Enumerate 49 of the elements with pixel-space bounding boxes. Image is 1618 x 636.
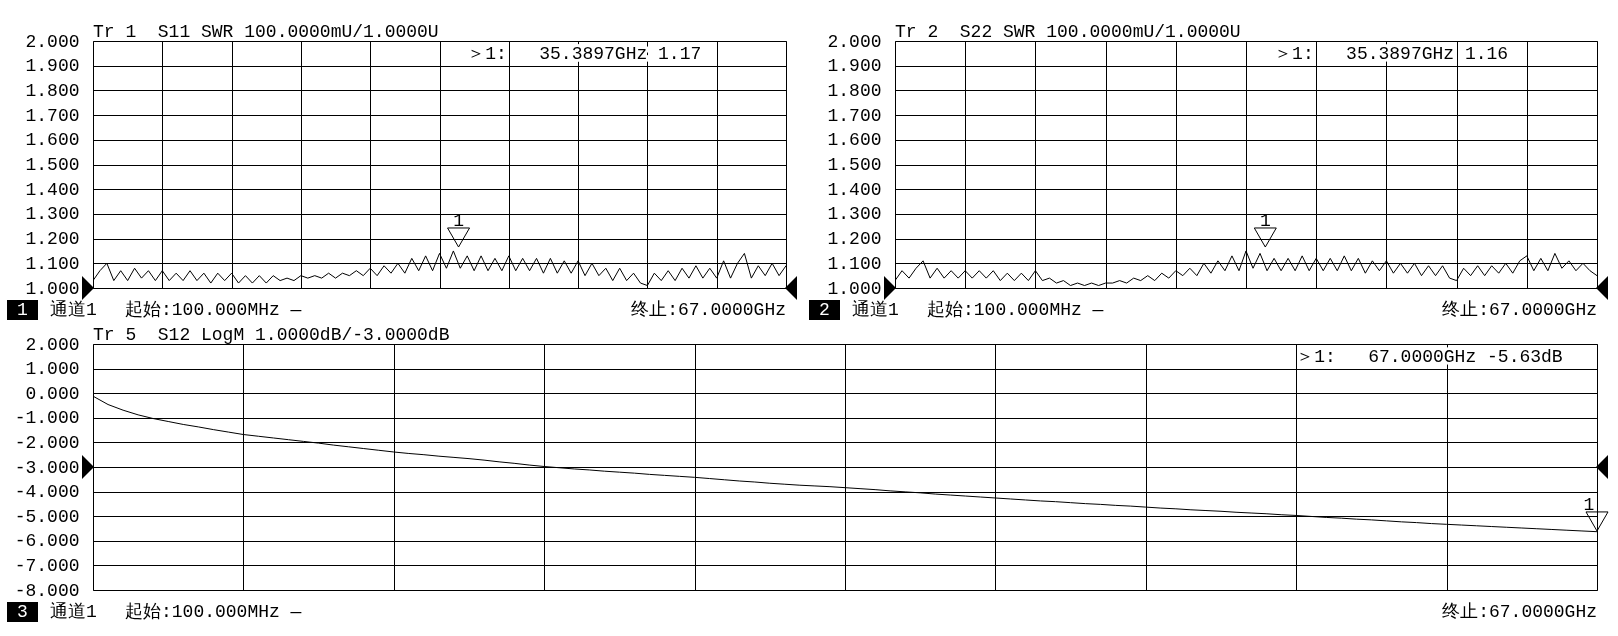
text: 3 [17,602,28,622]
y-tick-label: 1.000 [827,278,882,299]
y-tick-label: 2.000 [25,334,80,355]
y-tick-label: 1.600 [25,130,80,151]
text: 通道1 [50,300,97,320]
y-tick-label: -2.000 [14,432,80,453]
chart-title: Tr 5 S12 LogM 1.0000dB/-3.0000dB [93,325,450,345]
y-tick-label: 1.000 [25,278,80,299]
y-tick-label: -4.000 [14,482,80,503]
y-tick-label: 1.700 [25,105,80,126]
y-tick-label: 1.500 [25,155,80,175]
y-tick-label: 1.200 [827,229,882,250]
chart-title: Tr 1 S11 SWR 100.0000mU/1.0000U [93,22,439,42]
y-tick-label: 1.300 [827,204,882,225]
y-tick-label: 1.700 [827,105,882,126]
y-tick-label: -3.000 [14,457,80,478]
y-tick-label: 1.900 [25,56,80,77]
y-tick-label: -7.000 [14,555,80,576]
chart-title: Tr 2 S22 SWR 100.0000mU/1.0000U [895,22,1241,42]
y-tick-label: 1.800 [25,80,80,101]
y-tick-label: -8.000 [14,580,80,601]
y-tick-label: 1.300 [25,204,80,225]
text: 终止:67.0000GHz [1442,300,1597,320]
text: 通道1 [50,602,97,622]
text: 终止:67.0000GHz [631,300,786,320]
text: 2 [819,300,830,320]
y-tick-label: 1.100 [827,253,882,274]
y-tick-label: 1.800 [827,80,882,101]
y-tick-label: -1.000 [14,408,80,429]
y-tick-label: 1.000 [25,359,80,380]
y-tick-label: -6.000 [14,531,80,552]
text: 通道1 [852,300,899,320]
y-tick-label: 0.000 [25,383,80,404]
y-tick-label: 1.900 [827,56,882,77]
text: 1 [17,300,28,320]
text: 起始:100.000MHz — [125,602,302,622]
text: 终止:67.0000GHz [1442,602,1597,622]
y-tick-label: -5.000 [14,506,80,527]
text: 起始:100.000MHz — [927,300,1104,320]
y-tick-label: 1.200 [25,229,80,250]
annotation: 1 [1583,494,1595,515]
y-tick-label: 1.400 [827,179,882,200]
y-tick-label: 1.400 [25,179,80,200]
y-tick-label: 2.000 [25,31,80,52]
y-tick-label: 2.000 [827,31,882,52]
y-tick-label: 1.100 [25,253,80,274]
text: 起始:100.000MHz — [125,300,302,320]
y-tick-label: 1.500 [827,155,882,175]
y-tick-label: 1.600 [827,130,882,151]
